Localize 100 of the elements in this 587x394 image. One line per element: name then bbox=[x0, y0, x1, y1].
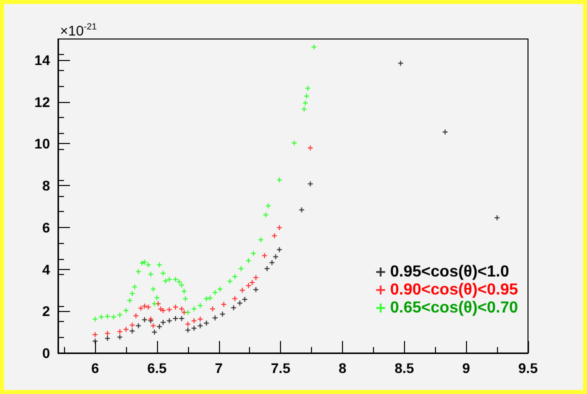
point bbox=[150, 286, 156, 292]
point bbox=[302, 100, 308, 106]
point bbox=[266, 203, 271, 208]
point bbox=[146, 262, 151, 268]
point bbox=[276, 225, 282, 230]
point bbox=[192, 306, 197, 312]
point bbox=[142, 304, 148, 309]
point bbox=[185, 322, 190, 327]
legend-label: 0.90<cos(θ)<0.95 bbox=[390, 282, 518, 298]
point bbox=[124, 326, 129, 332]
point bbox=[142, 260, 148, 265]
point bbox=[117, 329, 122, 334]
point bbox=[398, 60, 404, 66]
point bbox=[312, 44, 317, 50]
point bbox=[160, 308, 166, 314]
point bbox=[305, 86, 310, 91]
point bbox=[98, 314, 104, 320]
point bbox=[133, 313, 138, 318]
y-tick-label: 2 bbox=[42, 303, 50, 320]
x-tick-label: 8.5 bbox=[394, 360, 414, 376]
y-tick-label: 10 bbox=[34, 136, 50, 152]
point bbox=[111, 314, 116, 320]
point bbox=[292, 140, 297, 146]
point bbox=[240, 288, 245, 293]
y-tick-label: 8 bbox=[42, 178, 50, 194]
point bbox=[142, 317, 148, 322]
y-tick-label: 0 bbox=[42, 345, 50, 361]
x-tick-label: 8 bbox=[338, 360, 347, 376]
point bbox=[242, 296, 248, 302]
point bbox=[156, 262, 162, 268]
point bbox=[198, 316, 203, 322]
point bbox=[104, 336, 110, 341]
point bbox=[146, 304, 151, 310]
point bbox=[166, 307, 172, 312]
point bbox=[204, 320, 209, 326]
point bbox=[264, 266, 270, 272]
point bbox=[276, 247, 282, 252]
point bbox=[117, 334, 122, 340]
point bbox=[302, 106, 307, 112]
point bbox=[163, 278, 168, 284]
y-tick-label: 14 bbox=[34, 52, 50, 68]
point bbox=[442, 129, 448, 134]
point bbox=[272, 233, 277, 238]
point bbox=[198, 323, 203, 328]
point bbox=[179, 316, 184, 321]
point bbox=[104, 314, 110, 319]
point bbox=[92, 316, 98, 322]
point bbox=[154, 295, 160, 300]
point bbox=[231, 305, 236, 310]
point bbox=[304, 94, 310, 99]
point bbox=[92, 338, 98, 344]
point bbox=[253, 287, 258, 292]
x-tick-label: 7 bbox=[214, 360, 223, 376]
x-tick-label: 9 bbox=[462, 360, 470, 376]
point bbox=[136, 269, 141, 274]
point bbox=[246, 283, 251, 288]
y-tick-label: 4 bbox=[42, 261, 50, 278]
point bbox=[150, 323, 156, 328]
point bbox=[124, 308, 129, 314]
point bbox=[204, 296, 209, 302]
point bbox=[160, 270, 166, 276]
point bbox=[152, 301, 157, 306]
point bbox=[198, 302, 203, 308]
point bbox=[237, 300, 242, 306]
point bbox=[104, 330, 110, 336]
x-tick-label: 9.5 bbox=[518, 360, 538, 376]
point bbox=[232, 274, 238, 280]
point bbox=[212, 315, 218, 320]
point bbox=[273, 254, 278, 260]
point bbox=[269, 260, 274, 266]
y-tick-label: 6 bbox=[42, 219, 50, 236]
x-tick-label: 6 bbox=[91, 360, 100, 376]
point bbox=[117, 312, 122, 318]
point bbox=[210, 306, 216, 312]
point bbox=[127, 298, 132, 303]
point bbox=[92, 332, 98, 338]
point bbox=[182, 288, 187, 294]
point bbox=[185, 310, 190, 315]
point bbox=[220, 312, 225, 317]
point bbox=[218, 286, 223, 292]
point bbox=[182, 296, 188, 302]
legend-label: 0.95<cos(θ)<1.0 bbox=[390, 264, 510, 280]
point bbox=[152, 330, 157, 335]
x-tick-label: 7.5 bbox=[270, 360, 291, 376]
point bbox=[276, 177, 282, 182]
point bbox=[299, 207, 304, 212]
point bbox=[192, 318, 197, 324]
point bbox=[130, 291, 135, 296]
point bbox=[246, 258, 251, 264]
point bbox=[263, 212, 268, 218]
point bbox=[132, 284, 138, 290]
point bbox=[173, 316, 178, 321]
point bbox=[130, 322, 135, 328]
point bbox=[179, 282, 184, 288]
point bbox=[212, 290, 218, 296]
point bbox=[136, 323, 141, 328]
point bbox=[232, 296, 238, 302]
point bbox=[250, 280, 255, 285]
point bbox=[494, 215, 500, 220]
point bbox=[156, 324, 162, 330]
